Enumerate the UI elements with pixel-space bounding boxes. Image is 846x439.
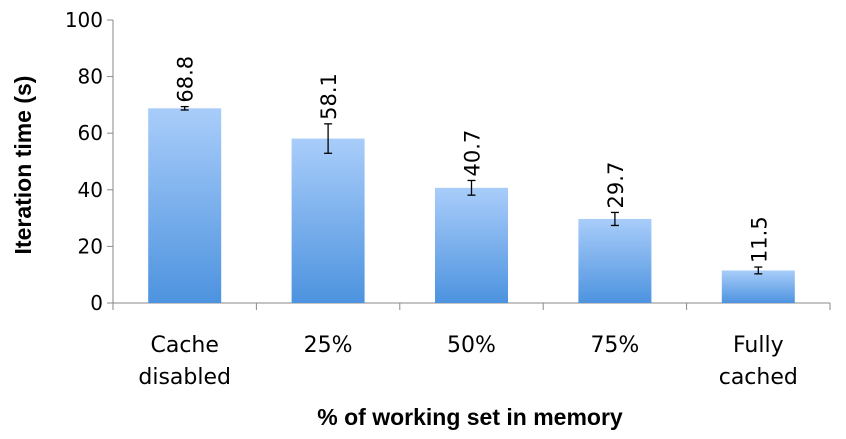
bar [148, 108, 222, 304]
y-tick-label: 100 [65, 8, 103, 32]
bar [435, 187, 508, 303]
y-tick-label: 60 [78, 121, 103, 145]
category-label: 25% [304, 333, 353, 358]
category-label: 75% [590, 333, 639, 358]
bars [148, 105, 795, 304]
category-label: Fully [733, 333, 784, 358]
y-axis-title: Iteration time (s) [10, 76, 36, 255]
y-tick-label: 0 [90, 291, 103, 315]
y-tick-label: 20 [78, 234, 103, 258]
category-label: cached [719, 365, 798, 390]
bar [721, 270, 795, 303]
data-label: 11.5 [747, 216, 771, 263]
axes: 0 20 40 60 80 100 [65, 8, 831, 315]
category-label: disabled [138, 365, 231, 390]
data-label: 29.7 [604, 162, 628, 209]
bar [291, 138, 365, 303]
y-tick-label: 80 [78, 65, 103, 89]
data-label: 40.7 [461, 130, 485, 177]
data-label: 58.1 [317, 73, 341, 120]
labels: 68.8 Cache disabled 58.1 25% 40.7 50% 29.7 75% 11… [138, 56, 797, 390]
category-label: Cache [150, 333, 218, 358]
data-label: 68.8 [174, 56, 198, 103]
y-tick-label: 40 [78, 178, 103, 202]
bar [578, 218, 652, 303]
x-axis-title: % of working set in memory [317, 404, 623, 430]
category-label: 50% [447, 333, 496, 358]
